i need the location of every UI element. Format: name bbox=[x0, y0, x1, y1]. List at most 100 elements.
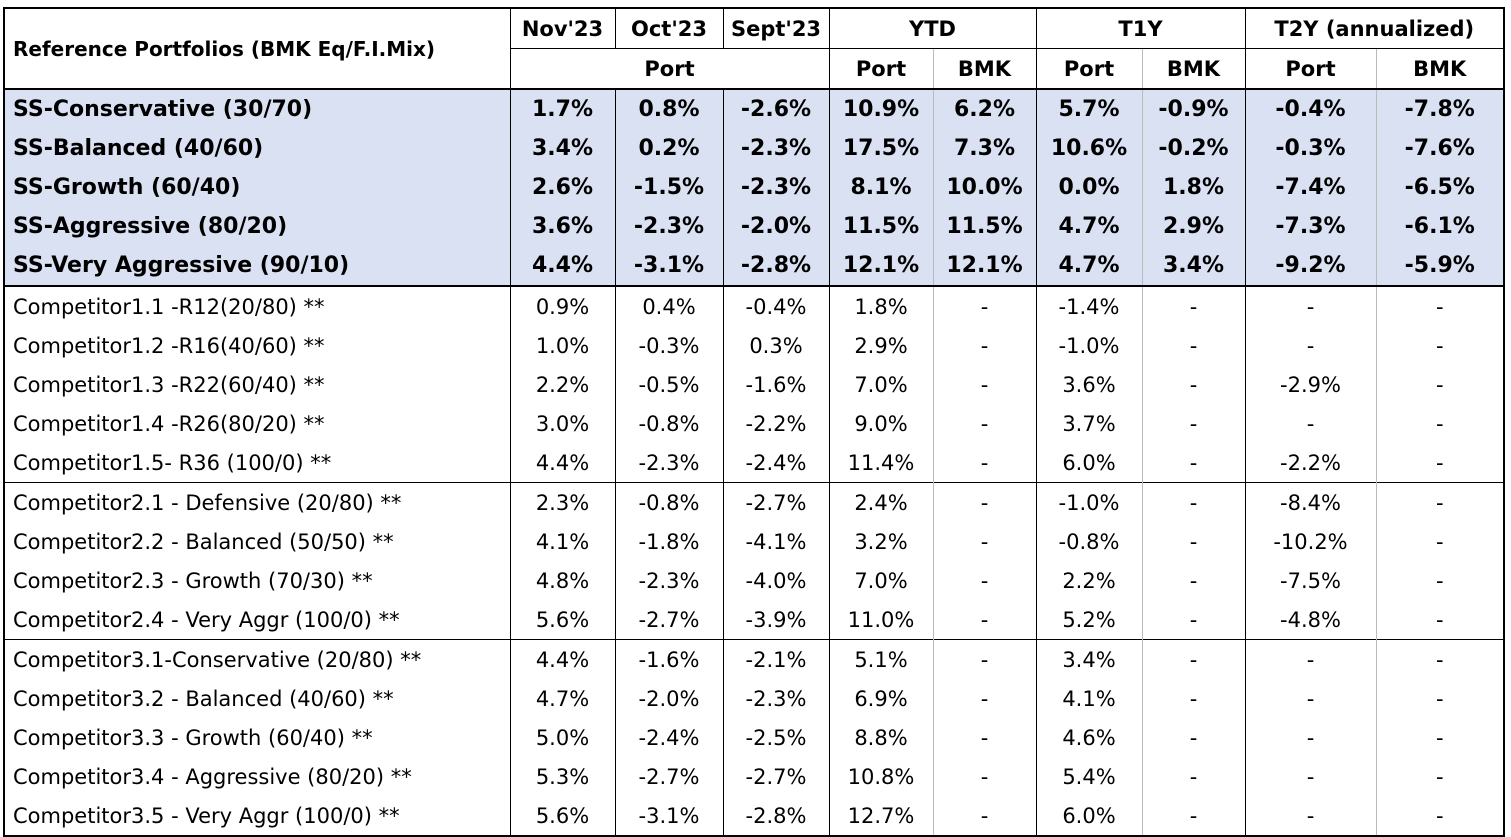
portfolio-name: Competitor1.1 -R12(20/80) ** bbox=[4, 285, 510, 326]
return-cell: 11.5% bbox=[828, 207, 933, 246]
return-cell: 3.7% bbox=[1035, 404, 1142, 443]
competitor-row: Competitor2.2 - Balanced (50/50) ** 4.1% -… bbox=[4, 522, 1504, 561]
return-cell: 2.3% bbox=[509, 482, 615, 522]
return-cell: - bbox=[1141, 679, 1245, 718]
return-cell: 1.7% bbox=[509, 89, 615, 129]
return-cell: - bbox=[932, 600, 1036, 640]
return-cell: 8.8% bbox=[828, 718, 933, 757]
return-cell: - bbox=[1141, 443, 1245, 483]
return-cell: 0.3% bbox=[722, 326, 829, 365]
ss-portfolio-row: SS-Aggressive (80/20) 3.6% -2.3% -2.0% 11.5%… bbox=[4, 207, 1504, 246]
competitor-row: Competitor1.5- R36 (100/0) ** 4.4% -2.3% -2… bbox=[4, 443, 1504, 483]
portfolio-name: Competitor1.2 -R16(40/60) ** bbox=[13, 333, 325, 358]
return-cell: -1.6% bbox=[614, 639, 723, 679]
return-cell: - bbox=[932, 561, 1036, 600]
return-cell: -0.9% bbox=[1141, 89, 1245, 129]
return-cell: - bbox=[1244, 404, 1376, 443]
return-cell: -2.6% bbox=[722, 89, 829, 129]
return-cell: 5.4% bbox=[1035, 757, 1142, 796]
return-cell: 4.4% bbox=[509, 639, 615, 679]
return-cell: -4.1% bbox=[722, 522, 829, 561]
return-cell: 7.0% bbox=[828, 561, 933, 600]
return-cell: - bbox=[932, 757, 1036, 796]
return-cell: - bbox=[932, 404, 1036, 443]
return-cell: - bbox=[1375, 522, 1504, 561]
return-cell: 4.1% bbox=[1035, 679, 1142, 718]
return-cell: - bbox=[1244, 679, 1376, 718]
return-cell: 11.4% bbox=[828, 443, 933, 483]
return-cell: 4.4% bbox=[509, 443, 615, 483]
portfolio-name: Competitor3.1-Conservative (20/80) ** bbox=[4, 639, 510, 679]
return-cell: - bbox=[932, 443, 1036, 483]
return-cell: - bbox=[1141, 326, 1245, 365]
return-cell: -2.7% bbox=[614, 757, 723, 796]
return-cell: - bbox=[1141, 639, 1245, 679]
return-cell: - bbox=[1375, 639, 1504, 679]
return-cell: 17.5% bbox=[828, 129, 933, 168]
return-cell: 4.1% bbox=[509, 522, 615, 561]
return-cell: -0.4% bbox=[1244, 89, 1376, 129]
return-cell: -7.8% bbox=[1375, 89, 1504, 129]
t1y-header: T1Y bbox=[1035, 8, 1245, 49]
return-cell: 1.0% bbox=[509, 326, 615, 365]
return-cell: - bbox=[1244, 796, 1376, 836]
return-cell: - bbox=[1141, 482, 1245, 522]
return-cell: -2.3% bbox=[614, 207, 723, 246]
return-cell: - bbox=[1375, 482, 1504, 522]
return-cell: 6.0% bbox=[1035, 796, 1142, 836]
return-cell: 0.4% bbox=[614, 285, 723, 326]
ytd-header: YTD bbox=[828, 8, 1036, 49]
return-cell: 2.9% bbox=[828, 326, 933, 365]
return-cell: 7.0% bbox=[828, 365, 933, 404]
return-cell: 12.1% bbox=[932, 246, 1036, 286]
return-cell: 0.9% bbox=[509, 285, 615, 326]
return-cell: -1.8% bbox=[614, 522, 723, 561]
portfolio-name: SS-Balanced (40/60) bbox=[4, 129, 510, 168]
return-cell: -7.5% bbox=[1244, 561, 1376, 600]
portfolio-name: Competitor2.2 - Balanced (50/50) ** bbox=[13, 529, 394, 554]
return-cell: 4.4% bbox=[509, 246, 615, 286]
return-cell: 3.0% bbox=[509, 404, 615, 443]
month-header-sept: Sept'23 bbox=[722, 8, 829, 49]
return-cell: - bbox=[1375, 365, 1504, 404]
return-cell: - bbox=[932, 718, 1036, 757]
return-cell: -2.8% bbox=[722, 246, 829, 286]
return-cell: -4.0% bbox=[722, 561, 829, 600]
return-cell: 10.9% bbox=[828, 89, 933, 129]
return-cell: -2.4% bbox=[722, 443, 829, 483]
t2y-bmk-header: BMK bbox=[1375, 48, 1504, 90]
return-cell: -2.7% bbox=[722, 757, 829, 796]
return-cell: 1.8% bbox=[828, 285, 933, 326]
ytd-port-header: Port bbox=[828, 48, 933, 90]
portfolio-name: Competitor1.5- R36 (100/0) ** bbox=[13, 450, 332, 475]
return-cell: - bbox=[1375, 285, 1504, 326]
return-cell: -1.0% bbox=[1035, 326, 1142, 365]
return-cell: -0.8% bbox=[614, 482, 723, 522]
portfolio-name: Competitor1.3 -R22(60/40) ** bbox=[13, 372, 325, 397]
return-cell: 3.6% bbox=[1035, 365, 1142, 404]
return-cell: - bbox=[1375, 679, 1504, 718]
header-row-2: Port Port BMK Port BMK Port BMK bbox=[4, 48, 1504, 90]
return-cell: - bbox=[1244, 757, 1376, 796]
portfolio-name: Competitor2.1 - Defensive (20/80) ** bbox=[4, 482, 510, 522]
return-cell: - bbox=[932, 326, 1036, 365]
return-cell: -3.9% bbox=[722, 600, 829, 640]
return-cell: -0.5% bbox=[614, 365, 723, 404]
ss-portfolio-row: SS-Balanced (40/60) 3.4% 0.2% -2.3% 17.5% 7.3… bbox=[4, 129, 1504, 168]
t2y-port-header: Port bbox=[1244, 48, 1376, 90]
t1y-bmk-header: BMK bbox=[1141, 48, 1245, 90]
return-cell: 6.0% bbox=[1035, 443, 1142, 483]
portfolio-name: Competitor3.2 - Balanced (40/60) ** bbox=[13, 686, 394, 711]
return-cell: -6.1% bbox=[1375, 207, 1504, 246]
competitor-row: Competitor1.2 -R16(40/60) ** 1.0% -0.3% 0.3… bbox=[4, 326, 1504, 365]
return-cell: 10.6% bbox=[1035, 129, 1142, 168]
return-cell: - bbox=[932, 679, 1036, 718]
return-cell: 5.0% bbox=[509, 718, 615, 757]
return-cell: -10.2% bbox=[1244, 522, 1376, 561]
return-cell: 0.8% bbox=[614, 89, 723, 129]
return-cell: - bbox=[932, 796, 1036, 836]
return-cell: - bbox=[1141, 561, 1245, 600]
return-cell: 3.4% bbox=[1035, 639, 1142, 679]
portfolio-name: SS-Conservative (30/70) bbox=[4, 89, 510, 129]
return-cell: - bbox=[1375, 404, 1504, 443]
